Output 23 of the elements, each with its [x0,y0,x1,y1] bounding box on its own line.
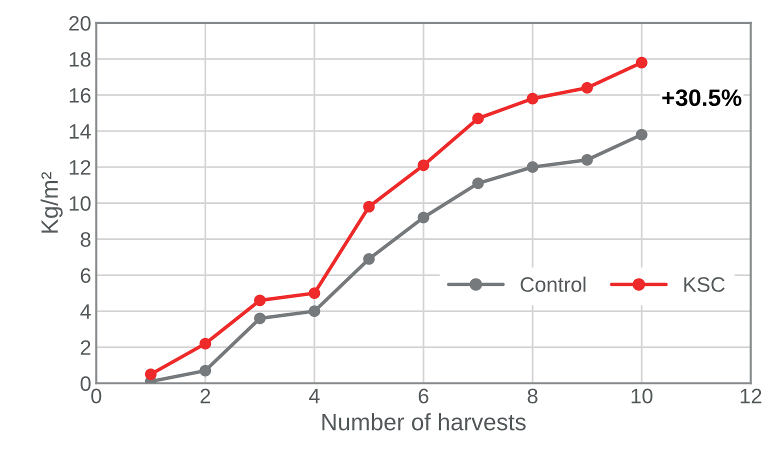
y-tick-label: 16 [70,88,90,103]
x-tick-label: 0 [91,388,102,404]
y-tick-label: 4 [80,304,91,319]
x-tick-label: 10 [632,388,652,404]
y-tick-label: 6 [80,268,90,283]
y-tick-label: 20 [69,16,91,31]
annotation: +30.5% [662,89,742,106]
y-tick-label: 14 [70,124,91,139]
legend-label: Control [520,276,586,292]
x-tick-label: 6 [418,388,428,404]
y-tick-label: 12 [70,160,90,175]
x-tick-label: 12 [740,388,762,404]
y-tick-label: 0 [80,376,91,392]
x-tick-label: 4 [309,388,320,404]
y-tick-label: 18 [70,52,90,67]
legend-label: KSC [684,277,725,292]
x-tick-label: 2 [200,388,210,404]
y-axis-title: Kg/m² [40,172,63,233]
y-tick-label: 10 [70,196,91,211]
y-tick-label: 2 [80,340,90,355]
y-tick-label: 8 [80,232,90,247]
x-tick-label: 8 [528,388,538,404]
x-axis-title: Number of harvests [322,413,526,430]
